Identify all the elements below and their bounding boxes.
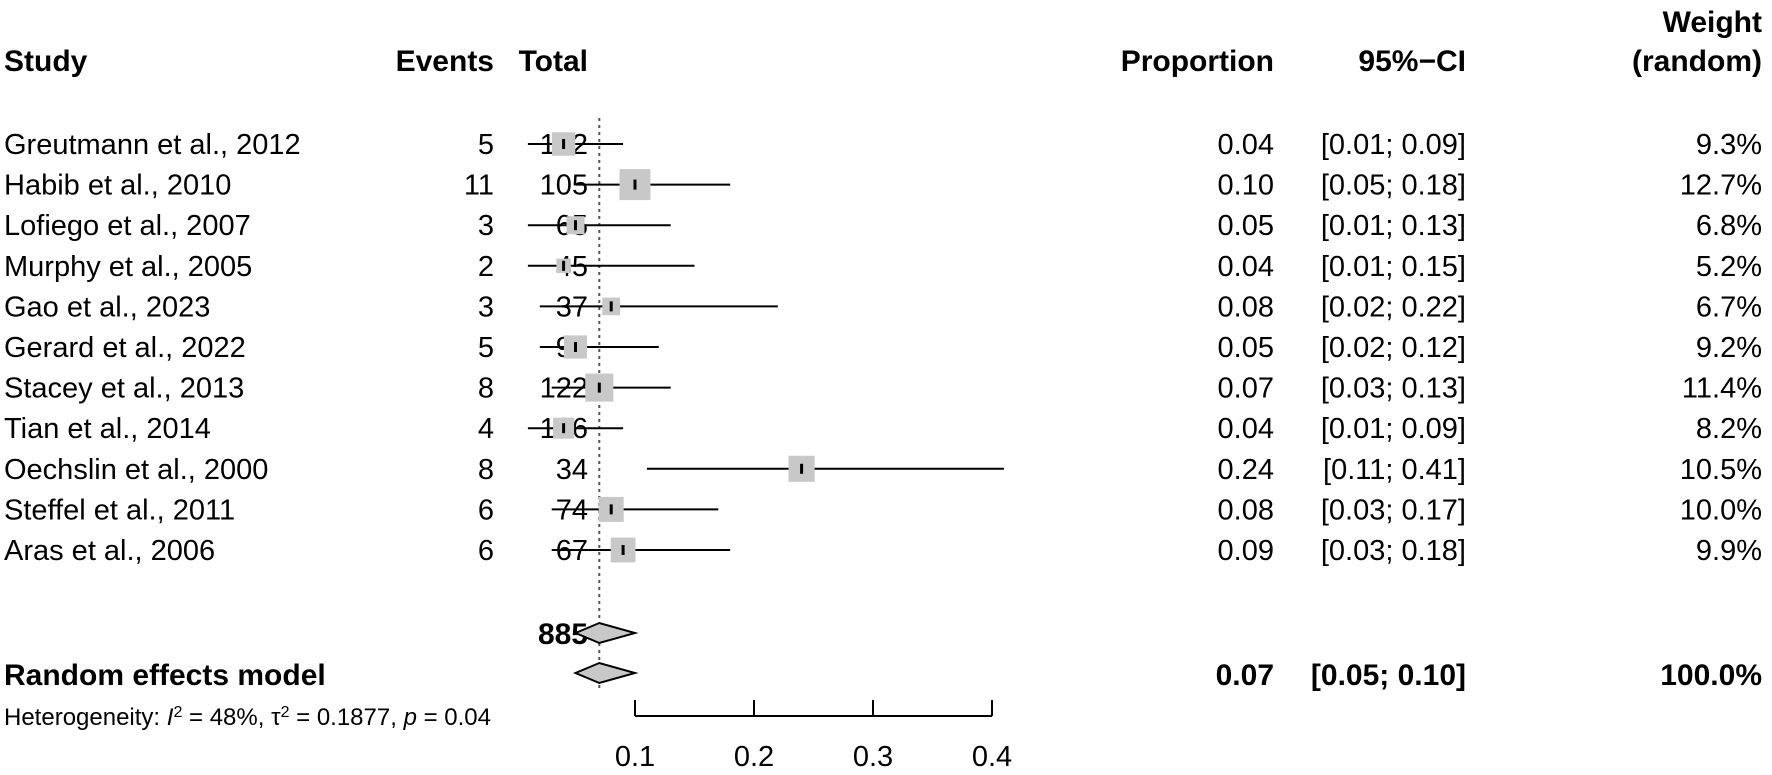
study-ci: [0.03; 0.17] — [1321, 494, 1466, 526]
x-axis: 0.1 0.2 0.3 0.4 — [615, 700, 1012, 773]
study-row: Lofiego et al., 20073650.05[0.01; 0.13]6… — [4, 210, 1762, 242]
header-study: Study — [4, 45, 88, 78]
study-name: Tian et al., 2014 — [4, 413, 211, 445]
study-name: Steffel et al., 2011 — [4, 494, 235, 526]
study-events: 11 — [464, 170, 494, 202]
header-weight-line1: Weight — [1663, 6, 1762, 39]
study-name: Murphy et al., 2005 — [4, 251, 252, 283]
study-row: Gerard et al., 20225980.05[0.02; 0.12]9.… — [4, 332, 1762, 364]
study-weight: 8.2% — [1696, 413, 1762, 445]
x-tick-label: 0.4 — [972, 741, 1012, 773]
study-row: Greutmann et al., 201251320.04[0.01; 0.0… — [4, 129, 1762, 161]
header-ci: 95%−CI — [1358, 45, 1466, 78]
study-proportion: 0.05 — [1218, 210, 1274, 242]
study-proportion: 0.09 — [1218, 535, 1274, 567]
study-ci: [0.01; 0.13] — [1321, 210, 1466, 242]
study-weight: 6.8% — [1696, 210, 1762, 242]
study-row: Stacey et al., 2013 8 122 0.07 [0.03; 0.13] 1… — [4, 373, 1762, 405]
pooled-ci: [0.05; 0.10] — [1311, 659, 1466, 692]
study-events: 6 — [478, 494, 494, 526]
study-events: 8 — [478, 373, 494, 405]
study-weight: 5.2% — [1696, 251, 1762, 283]
header-proportion: Proportion — [1121, 45, 1274, 78]
summary: 885 Random effects model 0.07 [0.05; 0.1… — [4, 618, 1762, 692]
study-row: Oechslin et al., 2000 8 34 0.24 [0.11; 0.41]… — [4, 454, 1762, 486]
study-name: Gao et al., 2023 — [4, 291, 210, 323]
pooled-proportion: 0.07 — [1216, 659, 1274, 692]
study-proportion: 0.04 — [1218, 413, 1274, 445]
study-proportion: 0.08 — [1218, 291, 1274, 323]
study-events: 3 — [478, 291, 494, 323]
pooled-label: Random effects model — [4, 659, 326, 692]
study-events: 6 — [478, 535, 494, 567]
study-name: Lofiego et al., 2007 — [4, 210, 251, 242]
study-ci: [0.02; 0.12] — [1321, 332, 1466, 364]
pooled-diamond-total-row — [572, 621, 639, 645]
study-name: Habib et al., 2010 — [4, 170, 231, 202]
study-weight: 9.3% — [1696, 129, 1762, 161]
study-proportion: 0.07 — [1218, 373, 1274, 405]
study-ci: [0.02; 0.22] — [1321, 291, 1466, 323]
study-ci: [0.01; 0.15] — [1321, 251, 1466, 283]
study-proportion: 0.04 — [1218, 251, 1274, 283]
study-weight: 12.7% — [1680, 170, 1762, 202]
study-row: Habib et al., 2010 11 105 0.10 [0.05; 0.18] 1… — [4, 169, 1762, 202]
x-tick-label: 0.1 — [615, 741, 655, 773]
study-row: Aras et al., 2006 6 67 0.09 [0.03; 0.18] 9.9% — [4, 535, 1762, 567]
study-ci: [0.03; 0.13] — [1321, 373, 1466, 405]
study-events: 2 — [478, 251, 494, 283]
study-proportion: 0.24 — [1218, 454, 1274, 486]
study-ci: [0.11; 0.41] — [1323, 454, 1466, 486]
study-total: 74 — [556, 494, 588, 526]
header-events: Events — [396, 45, 494, 78]
study-proportion: 0.10 — [1218, 170, 1274, 202]
study-ci: [0.03; 0.18] — [1321, 535, 1466, 567]
study-ci: [0.01; 0.09] — [1321, 129, 1466, 161]
study-name: Oechslin et al., 2000 — [4, 454, 268, 486]
study-events: 5 — [478, 332, 494, 364]
study-name: Aras et al., 2006 — [4, 535, 215, 567]
study-name: Gerard et al., 2022 — [4, 332, 246, 364]
heterogeneity-statement: Heterogeneity: I2 = 48%, τ2 = 0.1877, p … — [4, 704, 491, 732]
column-headers: Study Events Total Proportion 95%−CI Wei… — [4, 6, 1762, 78]
header-total: Total — [519, 45, 588, 78]
study-row: Tian et al., 201441060.04[0.01; 0.09]8.2… — [4, 413, 1762, 445]
pooled-weight: 100.0% — [1660, 659, 1762, 692]
x-tick-label: 0.3 — [853, 741, 893, 773]
study-rows: Greutmann et al., 201251320.04[0.01; 0.0… — [4, 129, 1762, 567]
study-weight: 6.7% — [1696, 291, 1762, 323]
header-weight-line2: (random) — [1632, 45, 1762, 78]
pooled-diamond — [572, 661, 639, 685]
study-weight: 10.5% — [1680, 454, 1762, 486]
study-row: Murphy et al., 2005 2 45 0.04 [0.01; 0.15] 5.… — [4, 251, 1762, 283]
study-ci: [0.01; 0.09] — [1321, 413, 1466, 445]
study-weight: 9.2% — [1696, 332, 1762, 364]
study-name: Stacey et al., 2013 — [4, 373, 244, 405]
study-events: 5 — [478, 129, 494, 161]
study-total: 34 — [556, 454, 588, 486]
study-row: Gao et al., 2023 3 37 0.08 [0.02; 0.22] 6.7% — [4, 291, 1762, 323]
study-events: 8 — [478, 454, 494, 486]
study-proportion: 0.04 — [1218, 129, 1274, 161]
study-proportion: 0.08 — [1218, 494, 1274, 526]
study-weight: 11.4% — [1682, 373, 1762, 405]
x-tick-label: 0.2 — [734, 741, 774, 773]
study-ci: [0.05; 0.18] — [1321, 170, 1466, 202]
study-events: 3 — [478, 210, 494, 242]
study-proportion: 0.05 — [1218, 332, 1274, 364]
study-row: Steffel et al., 2011 6 74 0.08 [0.03; 0.17] 1… — [4, 494, 1762, 526]
study-weight: 9.9% — [1696, 535, 1762, 567]
study-events: 4 — [478, 413, 494, 445]
study-weight: 10.0% — [1680, 494, 1762, 526]
study-name: Greutmann et al., 2012 — [4, 129, 301, 161]
